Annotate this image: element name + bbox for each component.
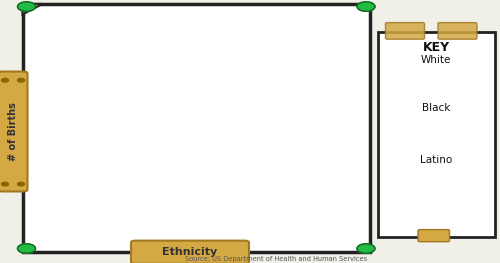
Text: 90: 90 [148,64,158,73]
Text: 77: 77 [208,86,218,95]
Text: 39: 39 [60,150,71,159]
Bar [301,189,314,226]
Text: 22: 22 [302,178,313,187]
Text: Black: Black [422,103,450,113]
Text: 99: 99 [87,49,98,58]
Bar [120,166,133,226]
Bar [86,61,99,226]
Bar [240,181,254,226]
Text: 50: 50 [329,131,340,140]
Text: KEY: KEY [422,41,450,54]
Text: 88: 88 [134,68,145,77]
Text: 97: 97 [74,53,85,62]
Text: Source: US Department of Health and Human Services: Source: US Department of Health and Huma… [186,256,368,262]
Text: 26: 26 [182,171,192,180]
Text: 36: 36 [121,155,132,164]
Bar [267,101,280,226]
Bar [180,183,194,226]
Bar [133,79,146,226]
Bar [206,98,220,226]
Bar [59,161,72,226]
Bar [72,64,86,226]
Text: Latino: Latino [420,155,452,165]
Text: 75: 75 [268,89,279,98]
Text: 27: 27 [242,170,252,179]
Text: Ethnicity: Ethnicity [162,247,218,257]
Text: 47: 47 [316,136,326,145]
Text: # of Births: # of Births [8,102,18,161]
Bar [328,143,341,226]
Bar [194,128,206,226]
Text: White: White [421,55,451,65]
Text: 62: 62 [255,111,266,120]
Bar [254,123,267,226]
Bar [314,148,328,226]
Text: 59: 59 [195,116,205,125]
Title: Birth Rates per 1,000 Girls, Age 15-19: Birth Rates per 1,000 Girls, Age 15-19 [66,17,334,30]
Bar [146,76,160,226]
